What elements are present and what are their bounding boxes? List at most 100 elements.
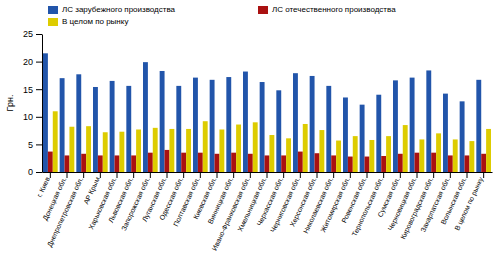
bar — [93, 87, 98, 172]
bar — [153, 128, 158, 172]
x-tick-mark — [217, 172, 218, 178]
x-tick-mark — [100, 172, 101, 178]
y-tick-mark — [36, 144, 42, 145]
x-tick-label: Днепропетровская обл. — [46, 176, 85, 248]
bar — [260, 82, 265, 172]
bar — [293, 73, 298, 172]
bars — [43, 53, 491, 172]
x-tick-mark — [433, 172, 434, 178]
bar — [186, 129, 191, 172]
bar — [303, 124, 308, 172]
y-tick-label: 0 — [28, 167, 33, 177]
bar — [481, 154, 486, 172]
y-axis: 0 5 10 15 20 25 — [23, 29, 43, 177]
bar — [436, 133, 441, 172]
bar — [76, 74, 81, 172]
legend-item: ЛС зарубежного производства — [48, 5, 176, 14]
x-tick-mark — [183, 172, 184, 178]
x-tick-label: г. Киев — [36, 176, 51, 198]
x-tick: Запорожская обл. — [120, 172, 152, 232]
bar — [360, 105, 365, 172]
x-tick: Хмельницкая обл. — [236, 172, 268, 233]
y-tick: 20 — [23, 57, 42, 67]
bar — [281, 155, 286, 172]
bar — [415, 153, 420, 172]
bar — [65, 155, 70, 172]
bar-series — [53, 111, 491, 172]
y-tick-mark — [36, 34, 42, 35]
bar — [348, 157, 353, 172]
y-tick-mark — [36, 62, 42, 63]
legend-swatch — [48, 6, 58, 14]
bar — [210, 80, 215, 172]
bar — [315, 153, 320, 172]
bar — [393, 80, 398, 172]
bar — [248, 154, 253, 172]
legend-item: ЛС отечественного производства — [258, 5, 396, 14]
bar — [60, 78, 65, 172]
bar — [265, 155, 270, 172]
bar — [336, 141, 341, 172]
bar — [215, 154, 220, 172]
x-tick-label: Николаевская обл. — [302, 176, 334, 235]
x-tick-mark — [267, 172, 268, 178]
y-tick-mark — [36, 172, 42, 173]
bar — [460, 101, 465, 172]
chart-container: г. КиевДонецкая обл.Днепропетровская обл… — [0, 0, 500, 264]
bar — [453, 139, 458, 172]
x-tick-mark — [350, 172, 351, 178]
bar — [376, 95, 381, 172]
x-tick: Николаевская обл. — [302, 172, 334, 234]
legend-label: ЛС зарубежного производства — [62, 5, 176, 14]
y-tick-label: 5 — [28, 140, 33, 150]
bar — [331, 155, 336, 172]
y-tick-mark — [36, 89, 42, 90]
bar — [465, 155, 470, 172]
bar — [126, 86, 131, 172]
bar — [369, 140, 374, 172]
bar — [353, 136, 358, 172]
bar — [319, 130, 324, 172]
bar — [69, 127, 74, 172]
x-tick: Черновицкая обл. — [387, 172, 419, 232]
bar — [198, 153, 203, 172]
bar — [410, 78, 415, 172]
bar — [426, 70, 431, 172]
bar — [276, 90, 281, 172]
bar — [110, 81, 115, 172]
x-tick-mark — [167, 172, 168, 178]
x-tick-mark — [317, 172, 318, 178]
y-axis-title: Грн. — [5, 95, 15, 112]
bar — [181, 153, 186, 172]
bar — [143, 62, 148, 172]
legend: ЛС зарубежного производства ЛС отечествен… — [48, 5, 396, 26]
chart-svg: г. КиевДонецкая обл.Днепропетровская обл… — [0, 0, 500, 264]
y-tick: 0 — [28, 167, 42, 177]
bar — [386, 136, 391, 172]
bar — [203, 121, 208, 172]
x-tick-mark — [300, 172, 301, 178]
y-tick: 10 — [23, 112, 42, 122]
bar — [243, 72, 248, 172]
legend-label: ЛС отечественного производства — [272, 5, 396, 14]
bar — [310, 76, 315, 172]
bar — [193, 78, 198, 172]
y-tick: 25 — [23, 29, 42, 39]
y-tick: 15 — [23, 85, 42, 95]
bar — [169, 129, 174, 172]
x-tick-mark — [467, 172, 468, 178]
bar — [43, 53, 48, 172]
y-tick-mark — [36, 117, 42, 118]
x-tick-mark — [133, 172, 134, 178]
bar — [119, 132, 124, 172]
bar — [398, 154, 403, 172]
bar — [160, 71, 165, 172]
bar — [148, 153, 153, 172]
bar — [419, 139, 424, 172]
bar — [103, 132, 108, 172]
x-tick-mark — [117, 172, 118, 178]
bar — [343, 97, 348, 172]
bar — [165, 150, 170, 172]
bar — [98, 155, 103, 172]
bar — [226, 77, 231, 172]
